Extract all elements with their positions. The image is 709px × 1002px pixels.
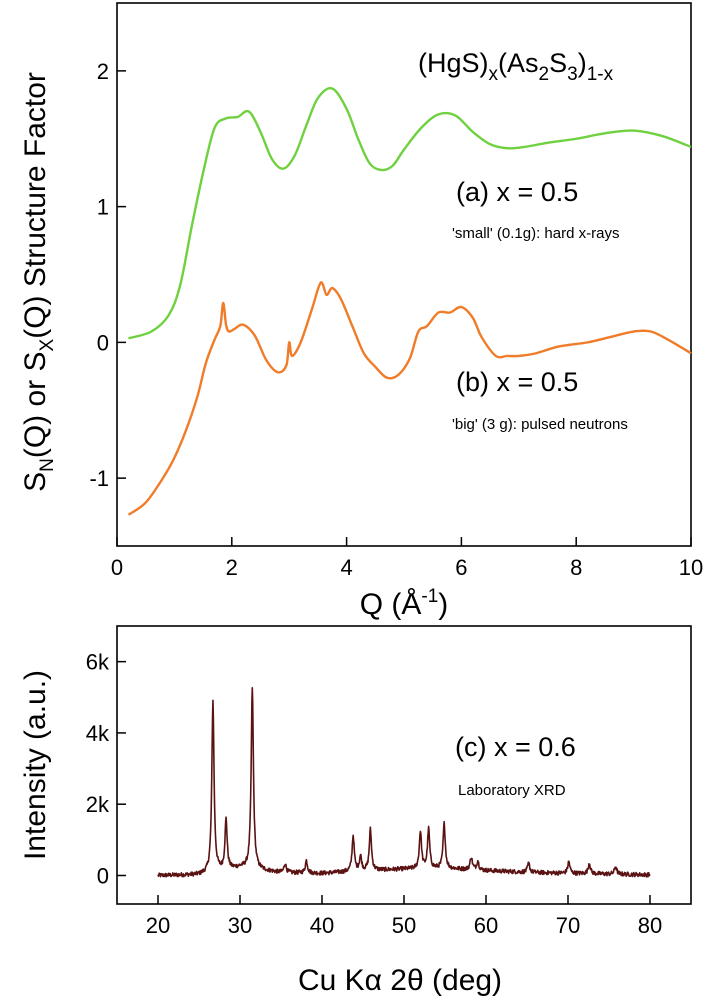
xrd-y-tick-label: 4k xyxy=(86,721,110,746)
xrd-x-tick-label: 50 xyxy=(392,913,416,938)
annotation-b-note: 'big' (3 g): pulsed neutrons xyxy=(452,416,628,433)
structure-factor-panel: 0 2 4 6 8 10 -1 0 1 2 (HgS)x(As2S3)1-x (a) x = 0… xyxy=(19,2,703,621)
xrd-curve xyxy=(157,687,651,878)
xrd-x-label: Cu Kα 2θ (deg) xyxy=(298,964,502,997)
annotation-a-note: 'small' (0.1g): hard x-rays xyxy=(452,225,619,242)
annotation-b: (b) x = 0.5 xyxy=(456,367,578,397)
structure-factor-x-tick-label: 6 xyxy=(455,555,467,580)
structure-factor-y-tick-label: 0 xyxy=(97,330,109,355)
xrd-frame xyxy=(116,625,692,905)
xrd-x-tick-label: 40 xyxy=(310,913,334,938)
xrd-x-ticks: 20 30 40 50 60 70 80 xyxy=(146,895,662,938)
structure-factor-x-ticks: 0 2 4 6 8 10 xyxy=(111,537,703,580)
annotation-a: (a) x = 0.5 xyxy=(456,177,578,207)
xrd-y-ticks: 0 2k 4k 6k xyxy=(86,650,126,888)
xrd-x-tick-label: 70 xyxy=(556,913,580,938)
xrd-y-label: Intensity (a.u.) xyxy=(19,670,52,860)
structure-factor-y-tick-label: 2 xyxy=(97,59,109,84)
structure-factor-x-tick-label: 10 xyxy=(679,555,703,580)
xrd-x-tick-label: 20 xyxy=(146,913,170,938)
structure-factor-y-tick-label: -1 xyxy=(89,466,109,491)
xrd-panel: 20 30 40 50 60 70 80 0 2k 4k 6k (c) x = 0.6 Labor… xyxy=(19,625,692,997)
xrd-x-tick-label: 80 xyxy=(638,913,662,938)
xrd-y-tick-label: 2k xyxy=(86,792,110,817)
xrd-y-tick-label: 6k xyxy=(86,650,110,675)
annotation-c-note: Laboratory XRD xyxy=(458,782,566,799)
structure-factor-y-label: SN(Q) or SX(Q) Structure Factor xyxy=(19,72,58,492)
structure-factor-y-tick-label: 1 xyxy=(97,195,109,220)
neutron-curve xyxy=(127,281,692,516)
xrd-x-tick-label: 30 xyxy=(228,913,252,938)
structure-factor-x-tick-label: 0 xyxy=(111,555,123,580)
xrd-x-tick-label: 60 xyxy=(474,913,498,938)
xrd-y-tick-label: 0 xyxy=(97,863,109,888)
annotation-c: (c) x = 0.6 xyxy=(455,732,576,762)
structure-factor-y-ticks: -1 0 1 2 xyxy=(89,59,126,491)
structure-factor-x-tick-label: 2 xyxy=(226,555,238,580)
structure-factor-x-tick-label: 8 xyxy=(570,555,582,580)
structure-factor-title: (HgS)x(As2S3)1-x xyxy=(418,48,614,85)
structure-factor-x-label: Q (Å-1) xyxy=(360,586,449,621)
structure-factor-x-tick-label: 4 xyxy=(340,555,352,580)
xray-curve xyxy=(128,86,692,340)
structure-factor-frame xyxy=(116,2,692,547)
